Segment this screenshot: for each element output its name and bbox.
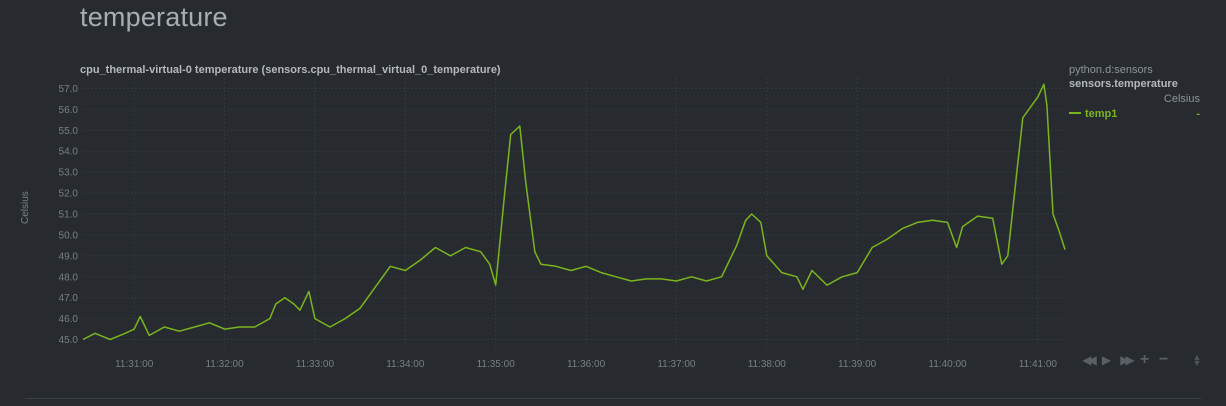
- x-tick-label: 11:35:00: [477, 359, 516, 370]
- y-tick-label: 50.0: [59, 230, 79, 241]
- y-tick-label: 55.0: [59, 126, 79, 137]
- y-tick-label: 49.0: [59, 251, 79, 262]
- x-tick-label: 11:38:00: [748, 359, 787, 370]
- grid-lines: [83, 78, 1065, 350]
- zoom-out-button[interactable]: −: [1158, 351, 1169, 368]
- x-tick-label: 11:39:00: [838, 359, 877, 370]
- y-tick-label: 47.0: [59, 293, 79, 304]
- y-tick-label: 57.0: [59, 84, 79, 95]
- legend-value: -: [1196, 108, 1200, 120]
- legend-family: python.d:sensors: [1069, 64, 1153, 76]
- chart-title: cpu_thermal-virtual-0 temperature (senso…: [80, 64, 501, 76]
- x-tick-label: 11:41:00: [1019, 359, 1058, 370]
- x-tick-label: 11:33:00: [296, 359, 335, 370]
- series-layer: [82, 83, 1066, 341]
- y-tick-label: 54.0: [59, 147, 79, 158]
- y-tick-labels: 45.0 46.0 47.0 48.0 49.0 50.0 51.0 52.0 53.0 54.0…: [59, 84, 79, 346]
- x-tick-label: 11:31:00: [115, 359, 154, 370]
- divider: [25, 398, 1201, 399]
- resize-handle[interactable]: ▲▼: [1192, 352, 1202, 368]
- x-tick-label: 11:32:00: [205, 359, 244, 370]
- legend-item-temp1[interactable]: temp1 -: [1069, 108, 1200, 120]
- series-line-temp1: [82, 83, 1066, 341]
- y-tick-label: 48.0: [59, 272, 79, 283]
- x-tick-label: 11:36:00: [567, 359, 606, 370]
- legend: python.d:sensors sensors.temperature Cel…: [1069, 64, 1200, 120]
- y-tick-label: 53.0: [59, 168, 79, 179]
- y-tick-label: 52.0: [59, 189, 79, 200]
- chart-toolbox: ◀◀ ▶ ▶▶ + −: [1080, 351, 1171, 368]
- x-tick-labels: 11:31:00 11:32:00 11:33:00 11:34:00 11:35:00…: [115, 359, 1057, 370]
- x-tick-label: 11:40:00: [928, 359, 967, 370]
- legend-context: sensors.temperature: [1069, 78, 1178, 90]
- zoom-in-button[interactable]: +: [1139, 351, 1150, 368]
- y-tick-label: 45.0: [59, 335, 79, 346]
- x-tick-label: 11:34:00: [386, 359, 425, 370]
- legend-units: Celsius: [1163, 93, 1200, 105]
- y-tick-label: 46.0: [59, 314, 79, 325]
- section-title: temperature: [80, 2, 228, 32]
- play-button[interactable]: ▶: [1101, 353, 1112, 367]
- x-tick-label: 11:37:00: [657, 359, 696, 370]
- pan-left-button[interactable]: ◀◀: [1082, 353, 1096, 367]
- legend-dimension: temp1: [1085, 108, 1118, 120]
- legend-label: temp1: [1069, 108, 1117, 120]
- pan-right-button[interactable]: ▶▶: [1120, 353, 1134, 367]
- y-tick-label: 51.0: [59, 210, 79, 221]
- legend-swatch: [1069, 112, 1081, 115]
- y-tick-label: 56.0: [59, 105, 79, 116]
